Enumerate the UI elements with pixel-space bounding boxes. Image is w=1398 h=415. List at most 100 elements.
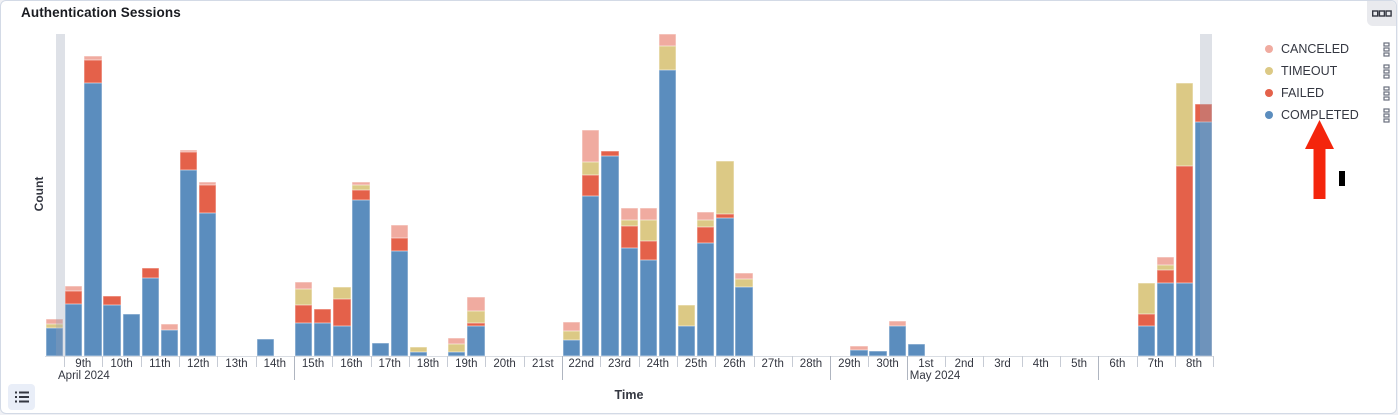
bar-segment-completed[interactable] xyxy=(697,243,715,356)
bar-segment-completed[interactable] xyxy=(46,328,64,356)
bar-segment-completed[interactable] xyxy=(180,170,198,356)
bar-segment-timeout[interactable] xyxy=(677,305,696,326)
bar-segment-canceled[interactable] xyxy=(850,346,868,350)
bar-segment-completed[interactable] xyxy=(352,200,370,356)
bar-segment-timeout[interactable] xyxy=(1156,265,1174,270)
bar-segment-canceled[interactable] xyxy=(84,56,102,60)
bar-segment-timeout[interactable] xyxy=(1137,283,1155,314)
bar-segment-canceled[interactable] xyxy=(199,182,217,185)
bar-segment-timeout[interactable] xyxy=(639,220,657,241)
bar-segment-failed[interactable] xyxy=(333,299,351,326)
bar-segment-completed[interactable] xyxy=(677,326,696,356)
bar-segment-failed[interactable] xyxy=(1195,104,1213,122)
bar-segment-canceled[interactable] xyxy=(1156,257,1174,265)
legend-item-actions-button[interactable] xyxy=(1381,63,1393,79)
bar-segment-completed[interactable] xyxy=(199,213,217,356)
bar-segment-canceled[interactable] xyxy=(620,208,638,220)
bar-segment-failed[interactable] xyxy=(716,214,734,218)
bar-segment-failed[interactable] xyxy=(294,305,313,323)
bar-segment-completed[interactable] xyxy=(658,70,677,356)
bar-segment-timeout[interactable] xyxy=(352,185,370,190)
bar-segment-failed[interactable] xyxy=(467,323,485,326)
bar-segment-completed[interactable] xyxy=(1137,326,1155,356)
bar-segment-canceled[interactable] xyxy=(658,34,677,46)
bar-segment-completed[interactable] xyxy=(639,260,657,356)
bar-segment-canceled[interactable] xyxy=(65,286,83,291)
bar-segment-completed[interactable] xyxy=(160,330,179,356)
bar-segment-canceled[interactable] xyxy=(180,150,198,152)
bar-segment-completed[interactable] xyxy=(1195,122,1213,356)
bar-segment-completed[interactable] xyxy=(103,305,121,356)
bar-segment-completed[interactable] xyxy=(256,339,274,356)
bar-segment-canceled[interactable] xyxy=(448,338,466,344)
bar-segment-completed[interactable] xyxy=(907,344,925,356)
bar-segment-failed[interactable] xyxy=(199,185,217,213)
bar-segment-completed[interactable] xyxy=(409,352,428,356)
legend-item-actions-button[interactable] xyxy=(1381,85,1393,101)
bar-segment-completed[interactable] xyxy=(390,251,408,356)
bar-segment-completed[interactable] xyxy=(716,218,734,356)
bar-segment-failed[interactable] xyxy=(697,227,715,243)
bar-segment-completed[interactable] xyxy=(869,351,887,356)
bar-segment-canceled[interactable] xyxy=(390,225,408,238)
bar-segment-canceled[interactable] xyxy=(697,212,715,220)
bar-segment-failed[interactable] xyxy=(1137,314,1155,326)
bar-segment-timeout[interactable] xyxy=(1175,83,1194,166)
bar-segment-canceled[interactable] xyxy=(352,182,370,185)
bar-segment-completed[interactable] xyxy=(467,326,485,356)
bar-segment-failed[interactable] xyxy=(601,151,619,156)
bar-segment-timeout[interactable] xyxy=(409,347,428,352)
panel-options-button[interactable] xyxy=(1367,1,1396,26)
bar-segment-completed[interactable] xyxy=(371,343,389,356)
bar-segment-canceled[interactable] xyxy=(582,130,600,162)
bar-segment-completed[interactable] xyxy=(620,248,638,356)
bar-segment-completed[interactable] xyxy=(448,352,466,356)
bar-segment-timeout[interactable] xyxy=(563,331,581,340)
bar-segment-completed[interactable] xyxy=(122,314,140,356)
bar-segment-failed[interactable] xyxy=(314,309,332,323)
legend-toggle-button[interactable] xyxy=(8,384,35,410)
bar-segment-completed[interactable] xyxy=(888,326,906,356)
legend-item-failed[interactable]: FAILED xyxy=(1265,82,1393,104)
bar-segment-timeout[interactable] xyxy=(294,289,313,305)
bar-segment-failed[interactable] xyxy=(103,296,121,305)
bar-segment-failed[interactable] xyxy=(180,152,198,170)
bar-segment-failed[interactable] xyxy=(65,291,83,304)
bar-segment-completed[interactable] xyxy=(84,83,102,356)
bar-segment-timeout[interactable] xyxy=(46,324,64,328)
bar-segment-completed[interactable] xyxy=(1156,283,1174,356)
bar-segment-canceled[interactable] xyxy=(563,322,581,331)
bar-segment-completed[interactable] xyxy=(601,156,619,356)
bar-segment-completed[interactable] xyxy=(563,340,581,356)
legend-item-actions-button[interactable] xyxy=(1381,41,1393,57)
bar-segment-failed[interactable] xyxy=(1156,270,1174,283)
bar-segment-completed[interactable] xyxy=(850,350,868,356)
bar-segment-timeout[interactable] xyxy=(448,344,466,352)
bar-segment-completed[interactable] xyxy=(1175,283,1194,356)
bar-segment-timeout[interactable] xyxy=(333,287,351,299)
bar-segment-completed[interactable] xyxy=(141,278,159,356)
bar-segment-completed[interactable] xyxy=(333,326,351,356)
bar-segment-completed[interactable] xyxy=(65,304,83,356)
bar-segment-completed[interactable] xyxy=(735,287,753,356)
bar-segment-timeout[interactable] xyxy=(697,220,715,227)
bar-segment-canceled[interactable] xyxy=(639,208,657,220)
bar-segment-canceled[interactable] xyxy=(888,321,906,326)
bar-segment-failed[interactable] xyxy=(84,60,102,83)
bar-segment-failed[interactable] xyxy=(620,226,638,248)
bar-segment-canceled[interactable] xyxy=(46,319,64,324)
legend-item-canceled[interactable]: CANCELED xyxy=(1265,38,1393,60)
legend-item-actions-button[interactable] xyxy=(1381,107,1393,123)
bar-segment-completed[interactable] xyxy=(294,323,313,356)
bar-segment-timeout[interactable] xyxy=(582,162,600,175)
bar-segment-timeout[interactable] xyxy=(467,311,485,323)
bar-segment-canceled[interactable] xyxy=(294,282,313,289)
bar-segment-failed[interactable] xyxy=(390,238,408,251)
bar-segment-failed[interactable] xyxy=(582,175,600,196)
bar-segment-completed[interactable] xyxy=(314,323,332,356)
bar-segment-canceled[interactable] xyxy=(467,297,485,311)
legend-item-timeout[interactable]: TIMEOUT xyxy=(1265,60,1393,82)
bar-segment-failed[interactable] xyxy=(352,190,370,200)
bar-segment-failed[interactable] xyxy=(639,241,657,260)
bar-segment-timeout[interactable] xyxy=(658,46,677,70)
